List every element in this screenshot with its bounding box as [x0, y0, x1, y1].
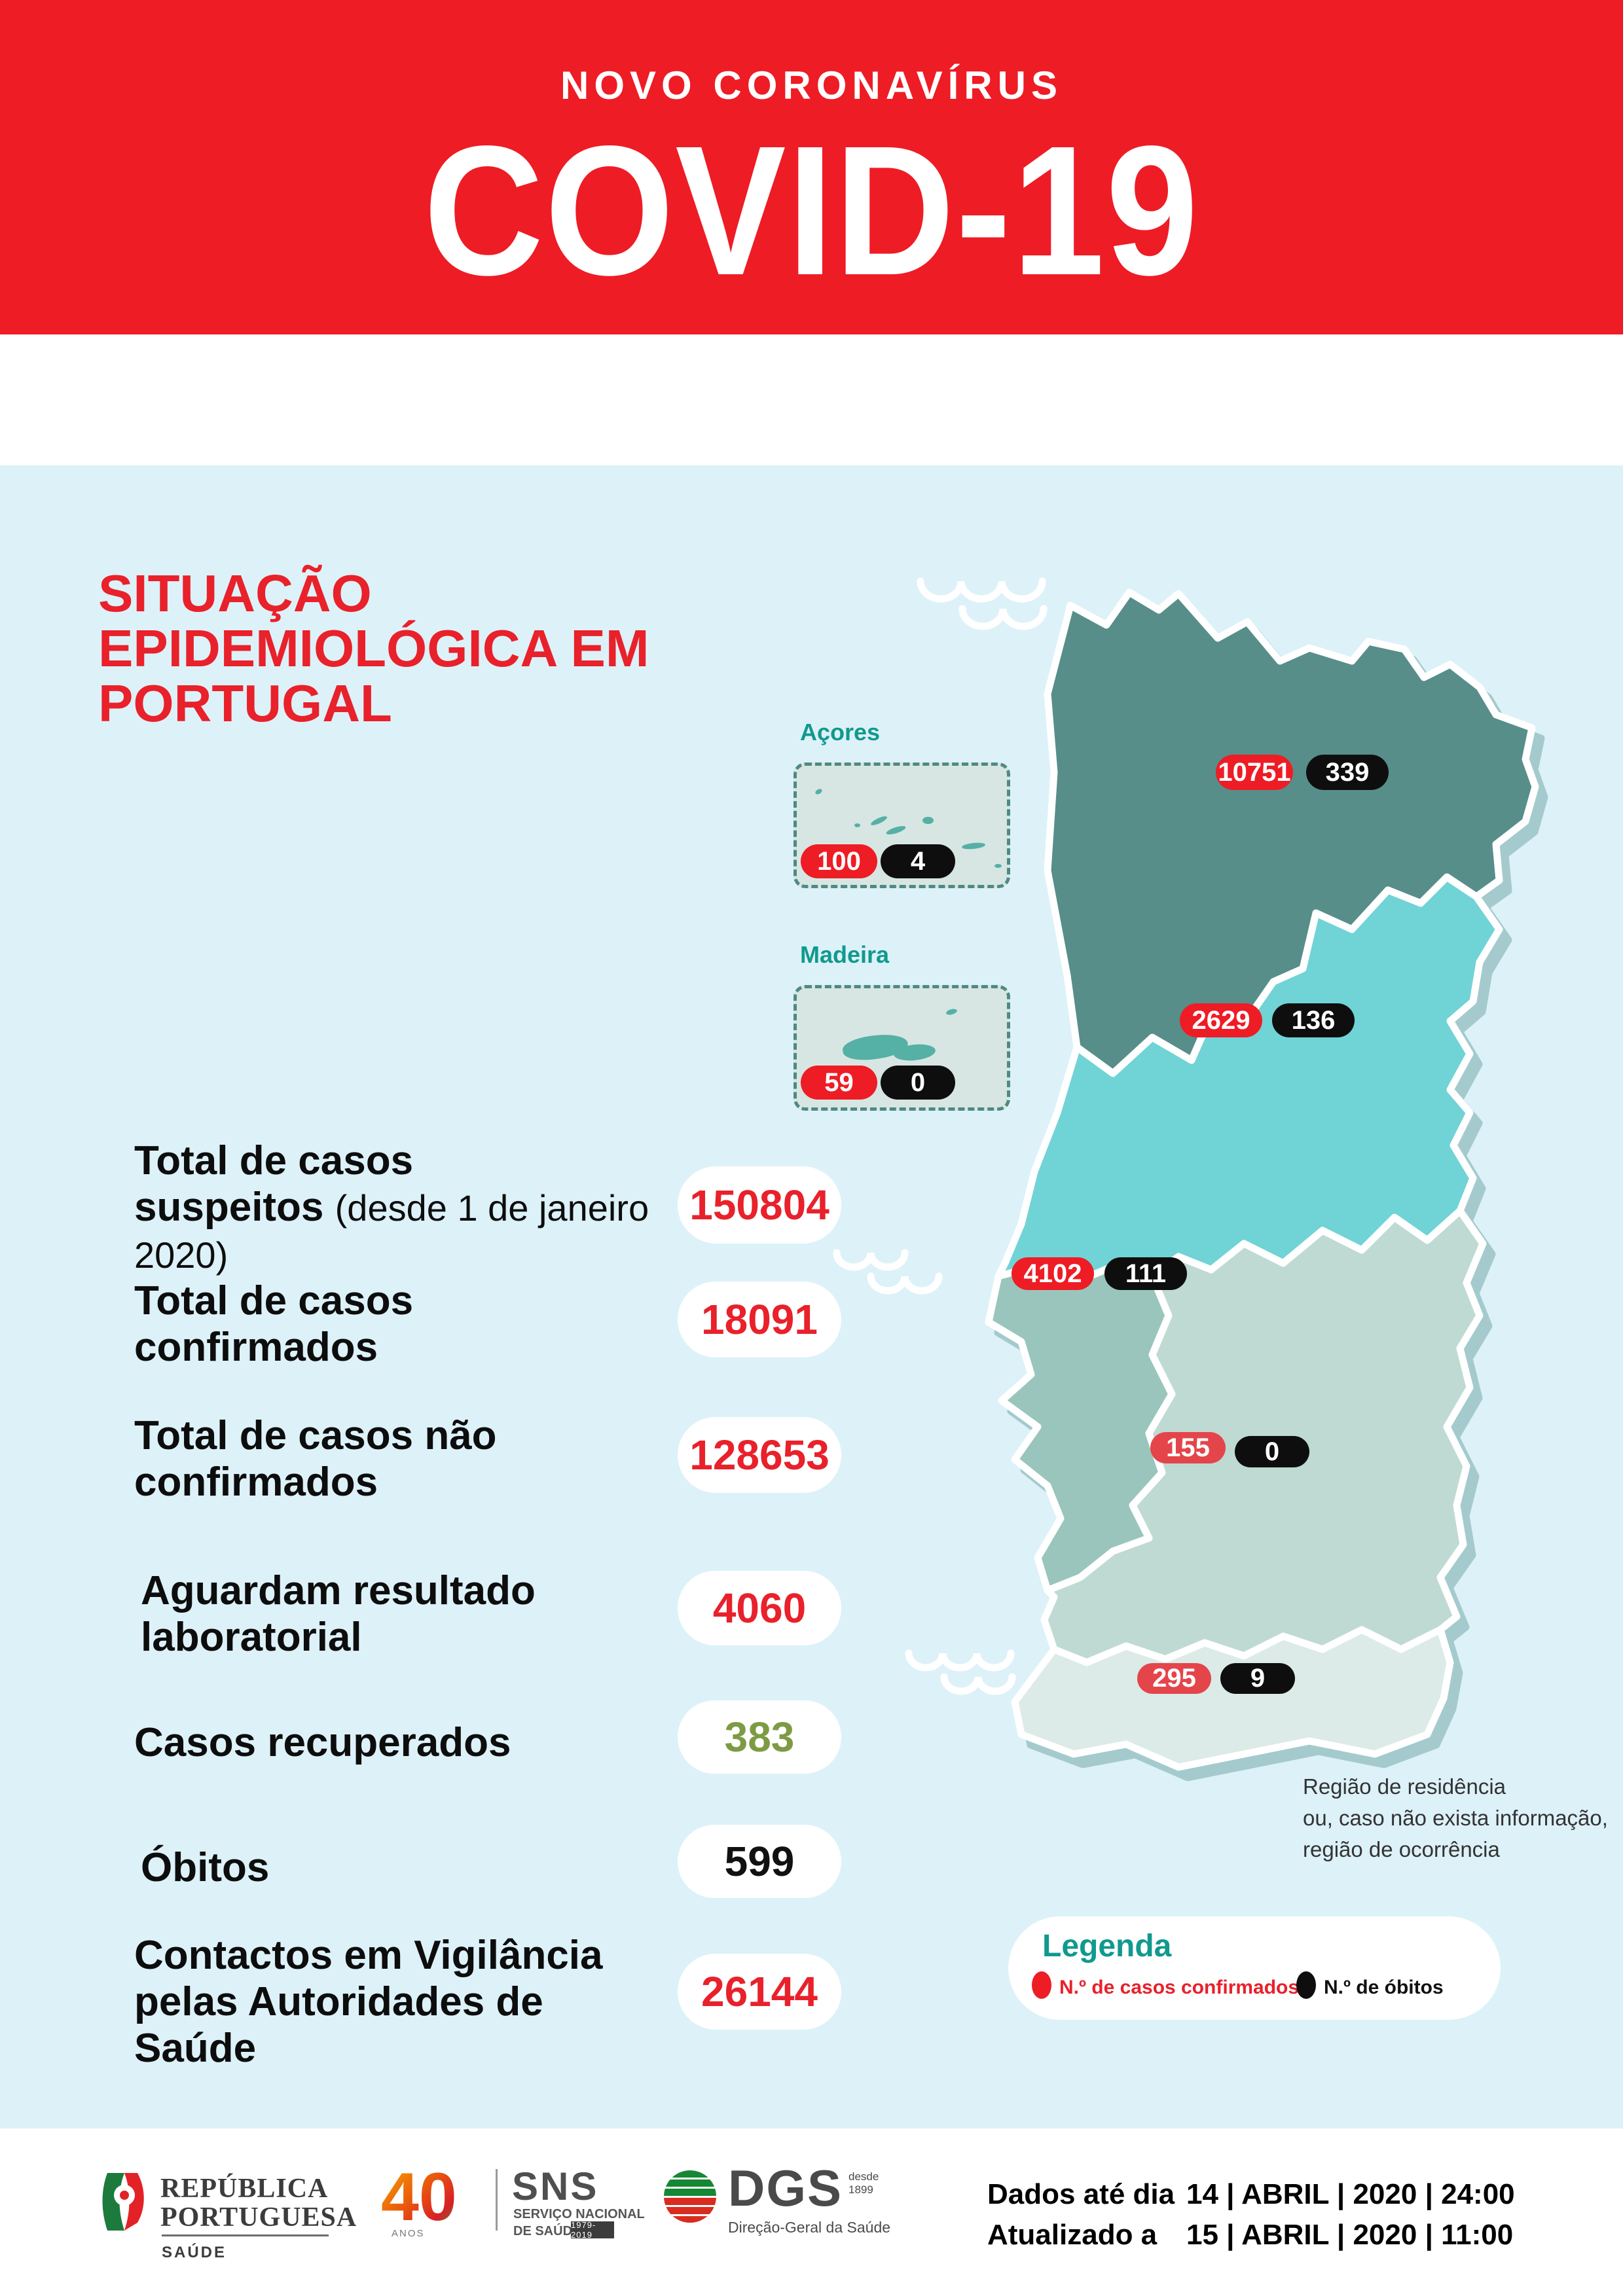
island-icon — [854, 823, 860, 827]
wave-icon — [917, 577, 1048, 630]
island-icon — [994, 864, 1002, 868]
updated-label: Atualizado a — [987, 2219, 1158, 2251]
island-icon — [869, 814, 888, 827]
legend-label-deaths: N.º de óbitos — [1324, 1977, 1444, 1998]
republica-wordmark: REPÚBLICA PORTUGUESA — [160, 2174, 357, 2233]
norte-confirmed-badge: 10751 — [1216, 755, 1293, 790]
sns-anos-label: ANOS — [392, 2228, 425, 2239]
acores-deaths-badge: 4 — [881, 844, 955, 878]
dgs-logo-text: DGS — [728, 2159, 843, 2217]
alentejo-confirmed-badge: 155 — [1150, 1432, 1226, 1463]
republica-department: SAÚDE — [162, 2244, 227, 2261]
wave-icon — [833, 1249, 943, 1295]
lisboa-deaths-badge: 111 — [1104, 1257, 1187, 1290]
updated-value: 15 | ABRIL | 2020 | 11:00 — [1186, 2219, 1514, 2251]
sns-subtitle-2: DE SAÚDE — [513, 2224, 581, 2238]
acores-confirmed-badge: 100 — [801, 844, 877, 878]
svg-text:40: 40 — [381, 2164, 457, 2229]
page-title: COVID-19 — [423, 107, 1199, 314]
legend-box: Legenda N.º de casos confirmados N.º de … — [1008, 1916, 1501, 2020]
data-until-value: 14 | ABRIL | 2020 | 24:00 — [1186, 2178, 1515, 2210]
republica-portuguesa-emblem-icon — [102, 2173, 144, 2231]
stat-value-recuperados: 383 — [678, 1700, 841, 1774]
sns-divider — [496, 2169, 498, 2231]
confirmed-dot-icon — [1032, 1971, 1051, 1999]
island-icon — [814, 787, 824, 796]
region-algarve — [1011, 1626, 1454, 1771]
header-banner: NOVO CORONAVÍRUS COVID-19 — [0, 0, 1623, 334]
stat-label-recuperados: Casos recuperados — [134, 1720, 511, 1765]
stat-value-contactos: 26144 — [678, 1954, 841, 2030]
sns-subtitle-1: SERVIÇO NACIONAL — [513, 2207, 645, 2221]
report-band: RELATÓRIO DE SITUAÇÃO — [0, 334, 1623, 763]
stat-value-nao-confirmados: 128653 — [678, 1417, 841, 1493]
madeira-deaths-badge: 0 — [881, 1066, 955, 1100]
madeira-confirmed-badge: 59 — [801, 1066, 877, 1100]
dgs-subtitle: Direção-Geral da Saúde — [728, 2219, 891, 2236]
portugal-map — [985, 588, 1539, 1771]
island-icon — [885, 824, 907, 836]
residence-note: Região de residência ou, caso não exista… — [1303, 1774, 1608, 1861]
norte-deaths-badge: 339 — [1306, 755, 1389, 790]
legend-title: Legenda — [1042, 1929, 1172, 1964]
stat-value-suspeitos: 150804 — [678, 1166, 841, 1244]
dgs-since-label: desde 1899 — [848, 2170, 879, 2196]
stat-label-obitos: Óbitos — [141, 1845, 270, 1890]
inset-label-madeira: Madeira — [800, 941, 890, 968]
dgs-globe-icon — [664, 2170, 716, 2223]
section-title: SITUAÇÃO EPIDEMIOLÓGICA EM PORTUGAL — [98, 564, 649, 732]
sns-40-anos-icon: 40 — [381, 2164, 457, 2229]
stat-value-aguardam: 4060 — [678, 1571, 841, 1645]
centro-confirmed-badge: 2629 — [1180, 1003, 1262, 1037]
stat-label-confirmados: Total de casos confirmados — [134, 1278, 414, 1370]
republica-divider — [162, 2234, 329, 2236]
alentejo-deaths-badge: 0 — [1235, 1436, 1309, 1467]
island-icon — [922, 817, 934, 824]
algarve-confirmed-badge: 295 — [1137, 1663, 1211, 1694]
centro-deaths-badge: 136 — [1272, 1003, 1355, 1037]
inset-label-acores: Açores — [800, 719, 881, 745]
header-eyebrow: NOVO CORONAVÍRUS — [560, 63, 1063, 107]
stat-label-nao-confirmados: Total de casos não confirmados — [134, 1413, 497, 1505]
deaths-dot-icon — [1296, 1971, 1316, 1999]
legend-label-confirmed: N.º de casos confirmados — [1059, 1977, 1300, 1998]
data-until-label: Dados até dia — [987, 2178, 1175, 2210]
wave-icon — [905, 1649, 1016, 1695]
algarve-deaths-badge: 9 — [1220, 1663, 1295, 1694]
stat-label-suspeitos: Total de casos suspeitos (desde 1 de jan… — [134, 1138, 649, 1276]
footer — [0, 2128, 1623, 2296]
stat-value-obitos: 599 — [678, 1825, 841, 1898]
sns-years-badge: 1979-2019 — [571, 2220, 614, 2240]
lisboa-confirmed-badge: 4102 — [1012, 1257, 1094, 1290]
stat-label-aguardam: Aguardam resultado laboratorial — [141, 1568, 536, 1660]
sns-logo-text: SNS — [512, 2164, 599, 2208]
stat-label-contactos: Contactos em Vigilância pelas Autoridade… — [134, 1933, 603, 2071]
stat-value-confirmados: 18091 — [678, 1282, 841, 1357]
